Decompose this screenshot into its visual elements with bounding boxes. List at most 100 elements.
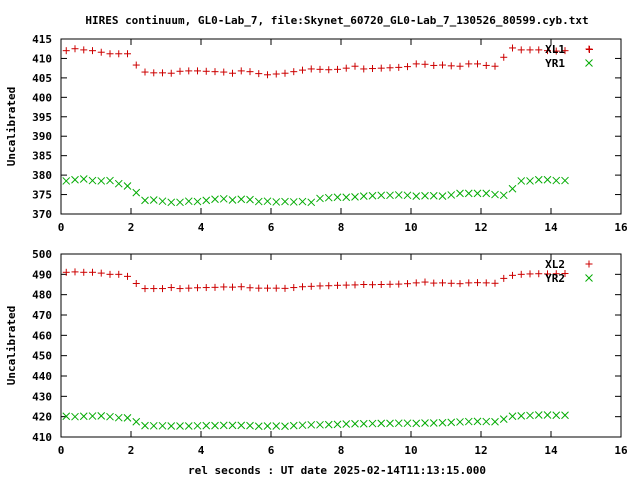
chart-title: HIRES continuum, GL0-Lab_7, file:Skynet_… (85, 14, 588, 27)
data-point (79, 412, 88, 421)
data-point (456, 189, 464, 198)
data-point (351, 281, 359, 289)
y-tick-label: 480 (32, 289, 52, 302)
plot-frame (60, 253, 622, 438)
x-tick-label: 6 (268, 221, 275, 234)
data-point (421, 419, 429, 427)
data-point (220, 68, 228, 76)
data-point (150, 69, 158, 77)
data-point (80, 268, 88, 276)
data-point (62, 268, 70, 276)
data-point (543, 411, 552, 419)
data-point (473, 189, 482, 198)
data-point (334, 281, 341, 289)
data-point (167, 422, 176, 430)
y-tick-label: 395 (32, 111, 52, 124)
data-point (202, 196, 211, 205)
data-point (185, 284, 193, 292)
data-point (394, 419, 403, 428)
data-point (281, 422, 289, 431)
data-point (123, 182, 132, 190)
series-xl1 (62, 44, 593, 79)
data-point (491, 417, 499, 426)
data-point (281, 284, 289, 292)
data-point (543, 175, 552, 184)
y-tick-label: 415 (32, 33, 52, 46)
data-point (386, 419, 394, 428)
data-point (254, 197, 263, 206)
data-point (535, 46, 543, 54)
data-point (132, 279, 140, 287)
data-point (106, 176, 114, 185)
data-point (159, 285, 166, 293)
data-point (89, 268, 96, 276)
data-point (167, 198, 176, 207)
data-point (176, 67, 184, 75)
y-axis-label: Uncalibrated (5, 306, 18, 385)
data-point (176, 285, 184, 293)
data-point (79, 175, 88, 183)
data-point (263, 197, 272, 206)
data-point (202, 421, 211, 430)
data-point (246, 421, 254, 430)
data-point (106, 50, 114, 58)
data-point (386, 280, 394, 288)
data-point (368, 191, 377, 200)
x-tick-label: 10 (404, 221, 417, 234)
data-point (220, 283, 228, 291)
data-point (403, 419, 412, 428)
data-point (544, 47, 551, 55)
data-point (421, 191, 429, 200)
data-point (552, 270, 560, 278)
y-tick-label: 390 (32, 130, 52, 143)
y-tick-label: 405 (32, 72, 52, 85)
data-point (456, 62, 464, 70)
data-point (290, 68, 298, 76)
data-point (97, 177, 106, 185)
x-tick-label: 14 (544, 221, 558, 234)
x-tick-label: 0 (58, 444, 65, 457)
data-point (534, 175, 543, 184)
data-point (517, 46, 525, 54)
x-tick-label: 8 (338, 444, 345, 457)
data-point (404, 63, 411, 71)
x-tick-label: 12 (474, 221, 487, 234)
data-point (114, 413, 123, 422)
data-point (342, 193, 351, 202)
data-point (307, 65, 315, 73)
data-point (447, 279, 455, 287)
data-point (298, 421, 307, 430)
x-tick-label: 16 (614, 444, 628, 457)
data-point (430, 61, 438, 69)
data-point (307, 420, 316, 429)
data-point (404, 280, 411, 288)
data-point (149, 196, 158, 204)
y-tick-label: 460 (32, 329, 52, 342)
y-axis-label: Uncalibrated (5, 87, 18, 166)
y-tick-label: 400 (32, 91, 52, 104)
data-point (255, 70, 263, 78)
data-point (535, 270, 543, 278)
data-point (474, 60, 481, 68)
y-tick-label: 410 (32, 431, 52, 444)
data-point (194, 284, 201, 292)
data-point (429, 191, 438, 200)
data-point (369, 281, 376, 289)
data-point (316, 420, 324, 429)
data-point (491, 279, 499, 287)
data-point (184, 422, 193, 430)
x-tick-label: 10 (404, 444, 417, 457)
data-point (281, 197, 289, 206)
data-point (351, 419, 359, 428)
data-point (193, 421, 202, 430)
y-tick-label: 410 (32, 52, 52, 65)
data-point (229, 69, 236, 77)
data-point (377, 281, 385, 288)
y-tick-label: 380 (32, 169, 52, 182)
data-point (307, 282, 315, 290)
legend-marker (585, 59, 593, 67)
data-point (561, 47, 569, 55)
data-point (342, 64, 350, 72)
data-point (377, 419, 386, 428)
data-point (71, 412, 79, 421)
